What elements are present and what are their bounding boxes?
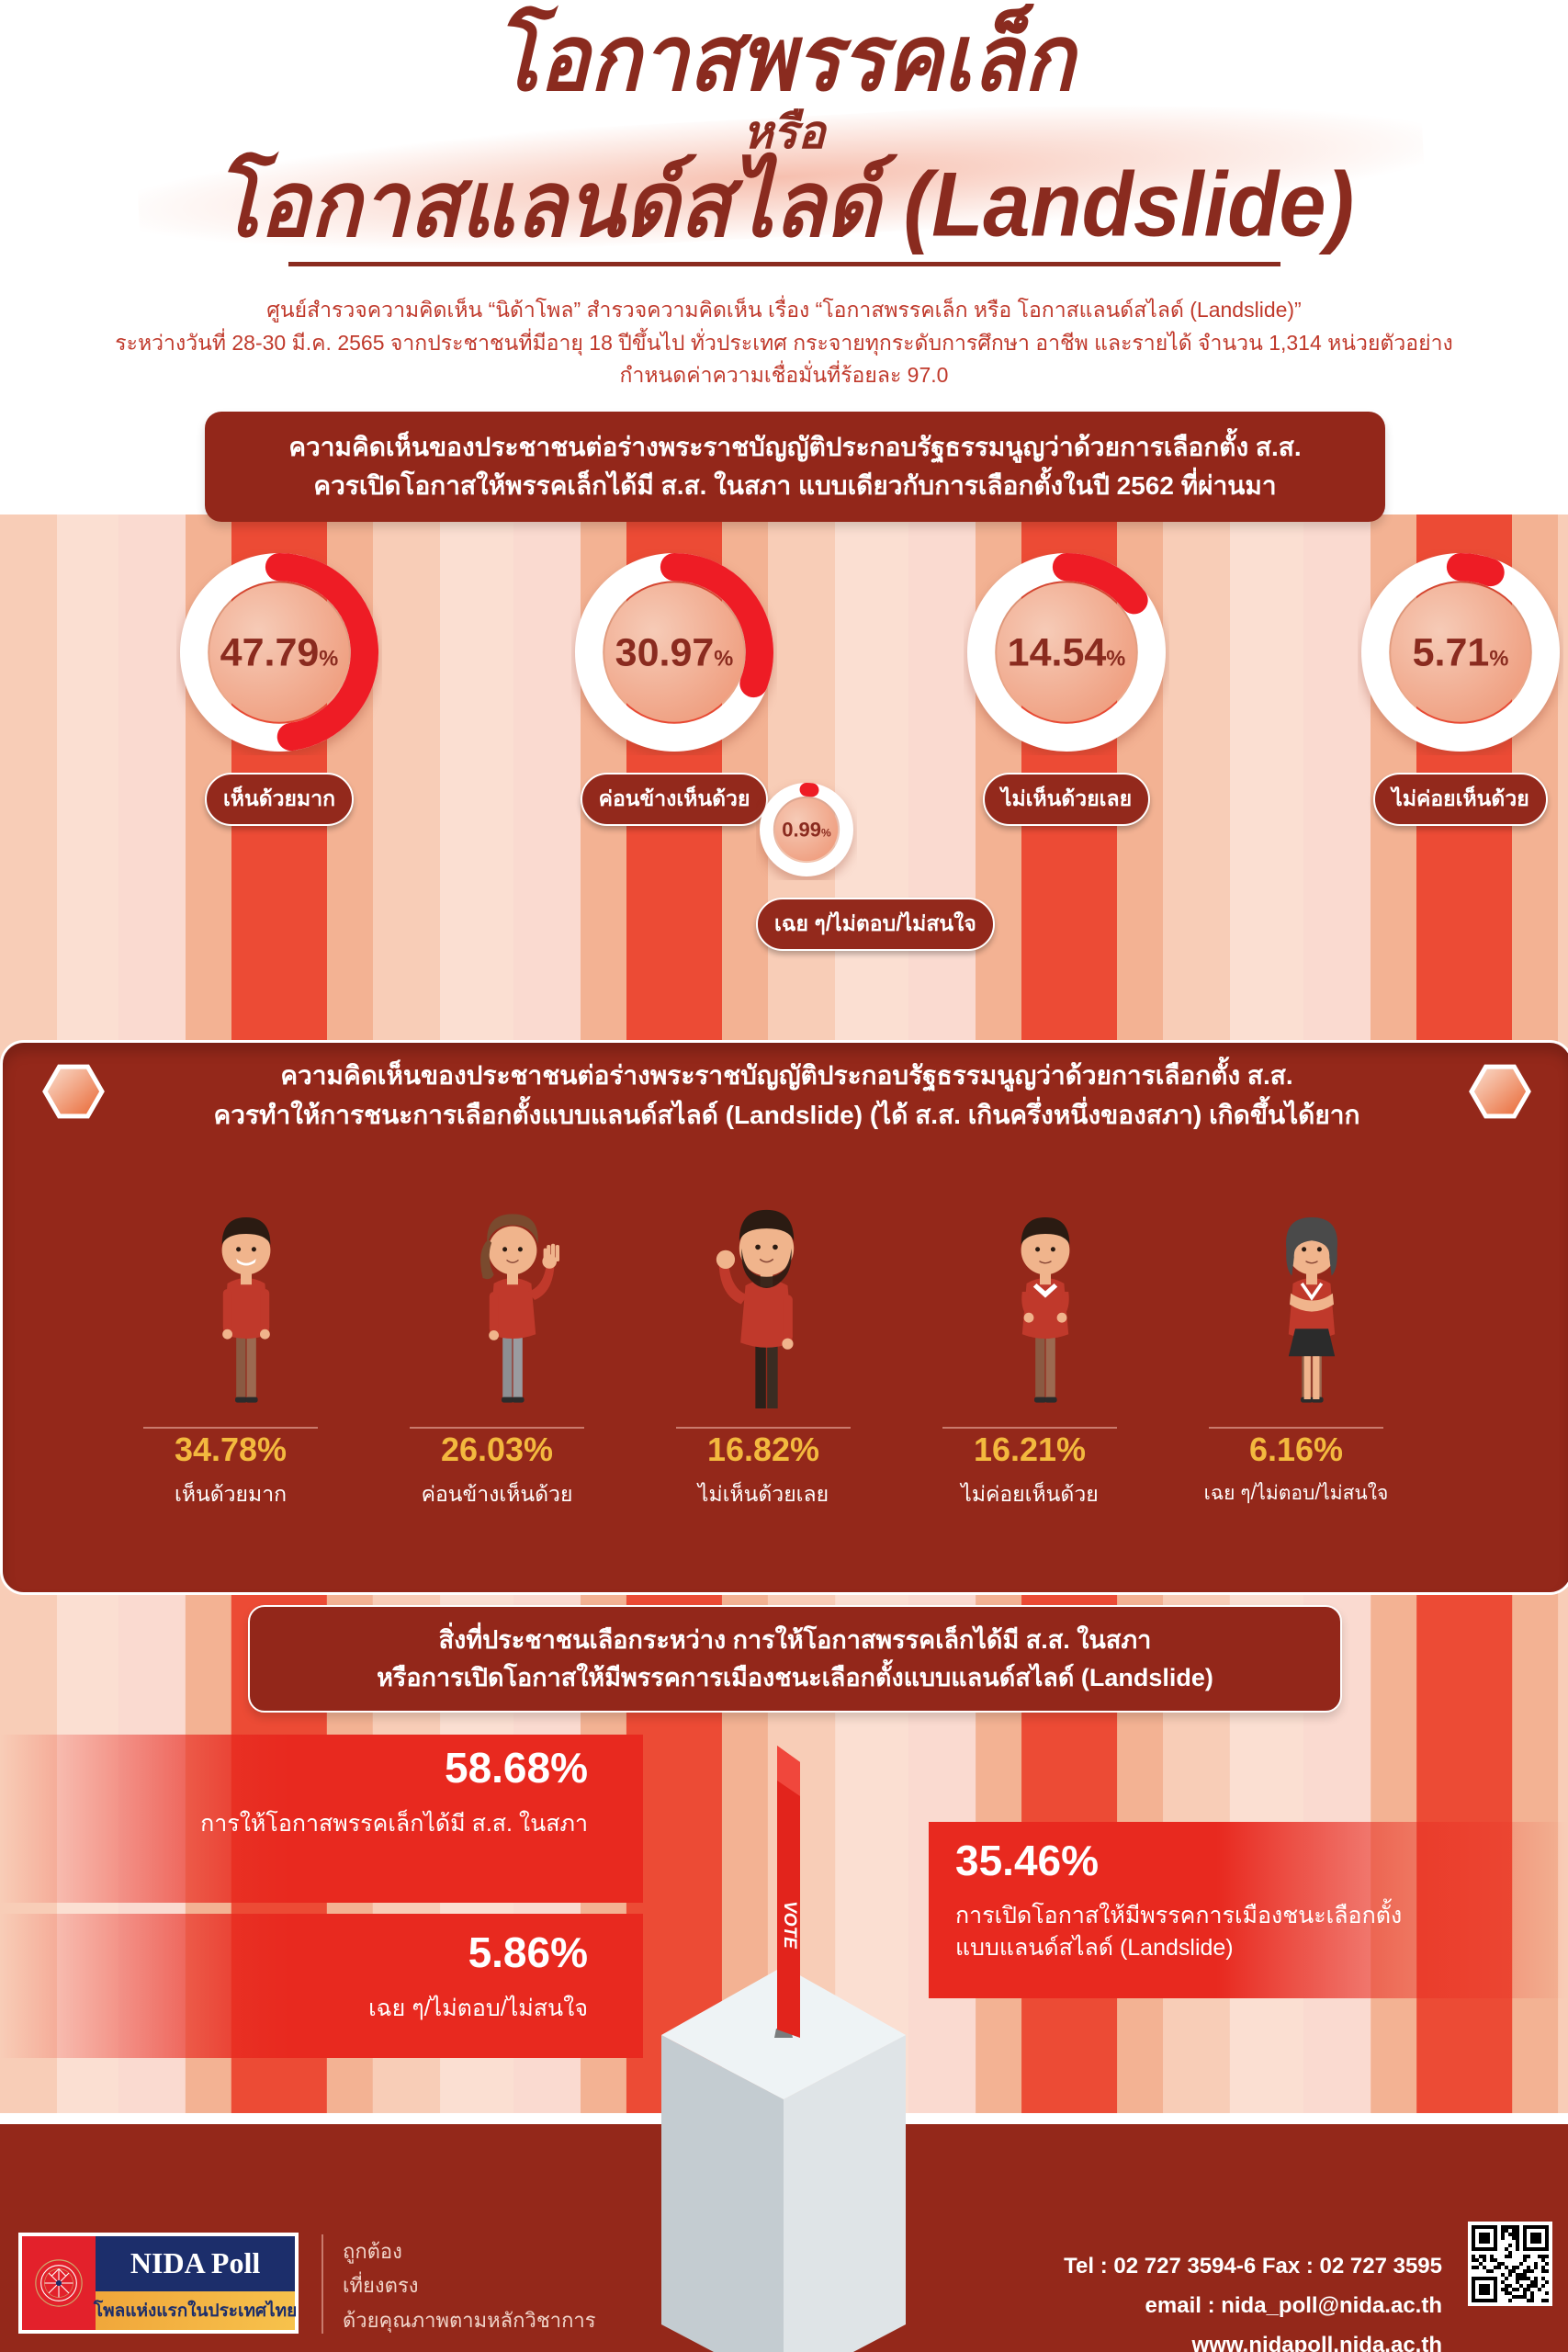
- svg-text:VOTE: VOTE: [780, 1901, 799, 1950]
